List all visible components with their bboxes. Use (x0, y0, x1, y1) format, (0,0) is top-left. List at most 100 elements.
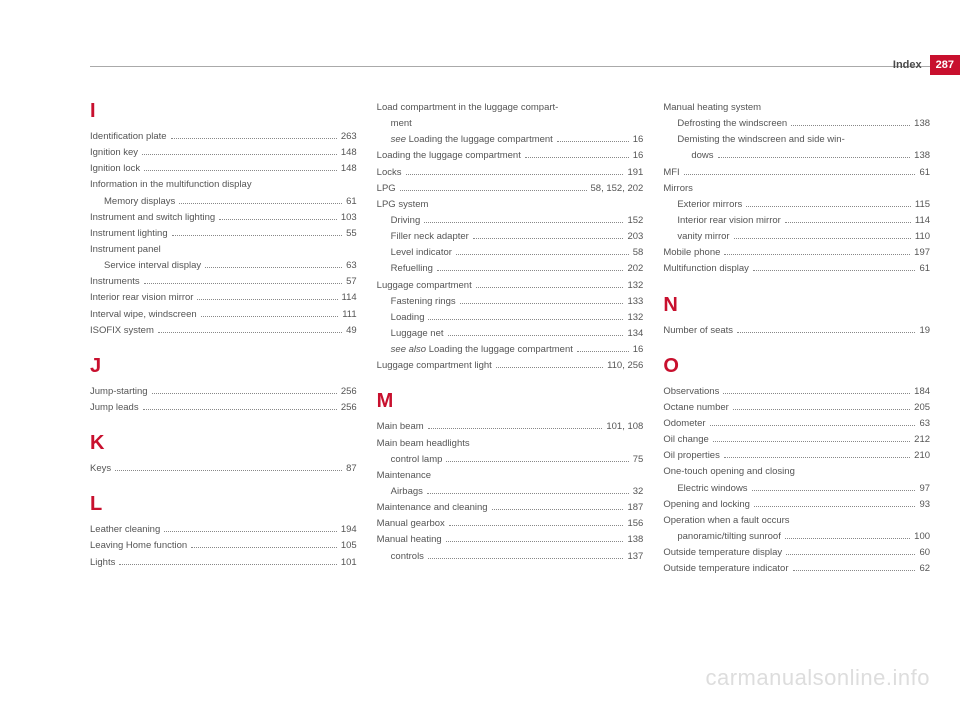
index-entry: Outside temperature display 60 (663, 545, 930, 561)
entry-label: Main beam (377, 419, 424, 435)
leader-dots (710, 425, 916, 426)
entry-label-text: Loading the luggage compartment (409, 134, 553, 145)
entry-page: 16 (633, 132, 644, 148)
entry-label: Outside temperature indicator (663, 561, 788, 577)
entry-label: vanity mirror (677, 229, 729, 245)
leader-dots (791, 125, 910, 126)
index-entry: vanity mirror110 (663, 229, 930, 245)
leader-dots (197, 299, 337, 300)
index-entry: Opening and locking93 (663, 497, 930, 513)
entry-label: Fastening rings (391, 294, 456, 310)
leader-dots (143, 409, 337, 410)
entry-page: 93 (919, 497, 930, 513)
letter-heading: K (90, 432, 357, 455)
entry-page: 19 (919, 323, 930, 339)
leader-dots (424, 222, 623, 223)
entry-label: Luggage compartment light (377, 358, 492, 374)
entry-page: 61 (346, 194, 357, 210)
entry-page: 58 (633, 245, 644, 261)
leader-dots (460, 303, 624, 304)
entry-page: 61 (919, 261, 930, 277)
index-entry: Filler neck adapter203 (377, 229, 644, 245)
index-entry: Loading the luggage compartment16 (377, 148, 644, 164)
entry-label: Exterior mirrors (677, 197, 742, 213)
entry-page: 133 (627, 294, 643, 310)
entry-page: 138 (914, 116, 930, 132)
entry-label: Outside temperature display (663, 545, 782, 561)
entry-page: 87 (346, 461, 357, 477)
entry-label: MFI (663, 165, 679, 181)
letter-heading: L (90, 493, 357, 516)
leader-dots (525, 157, 629, 158)
entry-label: Manual heating system (663, 102, 761, 113)
entry-page: 63 (346, 258, 357, 274)
index-entry: Mirrors (663, 181, 930, 197)
index-entry: Loading132 (377, 310, 644, 326)
watermark: carmanualsonline.info (705, 665, 930, 691)
index-entry: Outside temperature indicator62 (663, 561, 930, 577)
entry-label-prefix: see (391, 134, 409, 145)
entry-page: 137 (627, 549, 643, 565)
entry-label: Instrument panel (90, 244, 161, 255)
leader-dots (191, 547, 337, 548)
leader-dots (733, 409, 910, 410)
entry-label: Instrument and switch lighting (90, 210, 215, 226)
index-entry: MFI61 (663, 165, 930, 181)
leader-dots (718, 157, 911, 158)
leader-dots (428, 428, 603, 429)
entry-page: 194 (341, 522, 357, 538)
index-entry: Luggage compartment light 110, 256 (377, 358, 644, 374)
index-entry: Leather cleaning194 (90, 522, 357, 538)
entry-label: Maintenance and cleaning (377, 500, 488, 516)
entry-label: Refuelling (391, 261, 433, 277)
index-entry: Keys 87 (90, 461, 357, 477)
entry-page: 49 (346, 323, 357, 339)
leader-dots (437, 270, 624, 271)
leader-dots (456, 254, 629, 255)
entry-page: 60 (919, 545, 930, 561)
entry-page: 205 (914, 400, 930, 416)
index-entry: Observations184 (663, 384, 930, 400)
entry-page: 197 (914, 245, 930, 261)
letter-heading: N (663, 294, 930, 317)
entry-page: 184 (914, 384, 930, 400)
leader-dots (446, 541, 624, 542)
entry-label: Lights (90, 555, 115, 571)
entry-label: Luggage compartment (377, 278, 472, 294)
leader-dots (724, 457, 910, 458)
index-entry: Leaving Home function105 (90, 538, 357, 554)
entry-label: Jump-starting (90, 384, 148, 400)
entry-page: 202 (627, 261, 643, 277)
entry-page: 212 (914, 432, 930, 448)
index-entry: Identification plate263 (90, 129, 357, 145)
entry-label: Locks (377, 165, 402, 181)
entry-label: Multifunction display (663, 261, 749, 277)
index-entry: Main beam headlights (377, 436, 644, 452)
entry-label: Odometer (663, 416, 705, 432)
entry-label: Service interval display (104, 258, 201, 274)
index-entry: see also Loading the luggage compartment… (377, 342, 644, 358)
entry-label: Mirrors (663, 183, 693, 194)
leader-dots (785, 538, 910, 539)
index-column: IIdentification plate263Ignition key148I… (90, 100, 357, 577)
entry-label: Manual gearbox (377, 516, 445, 532)
entry-page: 110, 256 (607, 358, 643, 374)
leader-dots (785, 222, 911, 223)
entry-label: Keys (90, 461, 111, 477)
index-entry: LPG system (377, 197, 644, 213)
index-entry: One-touch opening and closing (663, 464, 930, 480)
entry-page: 156 (627, 516, 643, 532)
index-entry: Oil change212 (663, 432, 930, 448)
leader-dots (557, 141, 629, 142)
index-entry: panoramic/tilting sunroof100 (663, 529, 930, 545)
entry-label: controls (391, 549, 424, 565)
entry-label: LPG (377, 181, 396, 197)
entry-page: 111 (342, 307, 356, 323)
letter-heading: I (90, 100, 357, 123)
entry-page: 263 (341, 129, 357, 145)
entry-page: 132 (627, 310, 643, 326)
entry-page: 101 (341, 555, 357, 571)
leader-dots (219, 219, 337, 220)
index-entry: Instrument panel (90, 242, 357, 258)
entry-label: ment (391, 118, 412, 129)
